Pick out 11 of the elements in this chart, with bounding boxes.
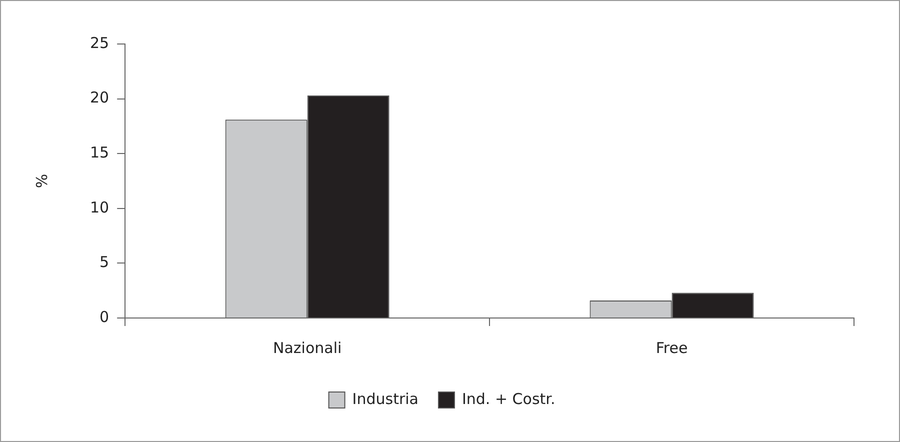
x-tick-label: Free — [656, 338, 688, 357]
y-tick-label: 15 — [90, 143, 110, 162]
y-tick-label: 10 — [90, 198, 110, 216]
y-tick-label: 0 — [100, 308, 110, 326]
x-tick-label: Nazionali — [272, 338, 342, 357]
y-tick-label: 20 — [90, 88, 110, 107]
y-axis-title: % — [32, 174, 51, 188]
y-tick-label: 25 — [90, 34, 110, 52]
legend-label: Ind. + Costr. — [462, 390, 556, 408]
y-tick-label: 5 — [100, 253, 110, 272]
legend-label: Industria — [352, 390, 418, 408]
